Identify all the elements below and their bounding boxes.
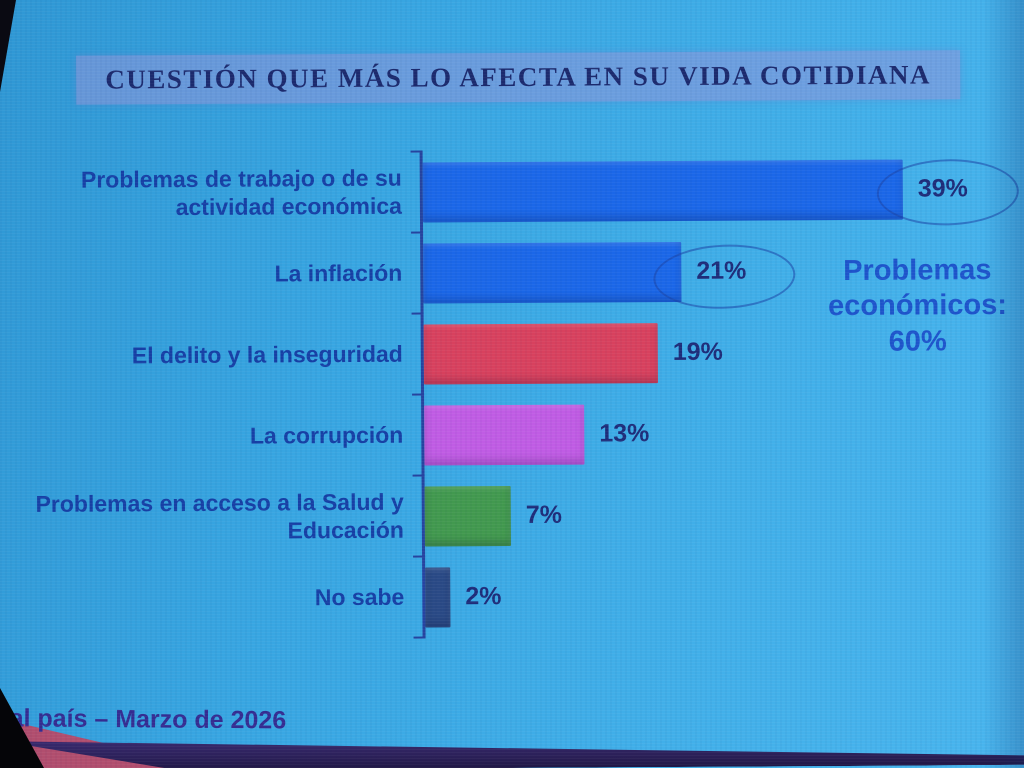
bar-chart: Problemas de trabajo o de su actividad e… <box>0 147 1024 640</box>
value-label: 19% <box>672 337 723 367</box>
bar <box>422 159 904 223</box>
economic-problems-annotation: Problemas económicos: 60% <box>817 253 1018 360</box>
bar-row: Problemas de trabajo o de su actividad e… <box>0 147 1024 235</box>
annotation-line-1: Problemas <box>843 254 992 287</box>
bar <box>425 566 451 628</box>
bar <box>423 241 682 304</box>
bar-area: 13% <box>421 390 1024 476</box>
category-label: La inflación <box>274 259 403 287</box>
category-label: Problemas en acceso a la Salud y Educaci… <box>35 489 404 543</box>
annotation-line-3: 60% <box>888 325 947 358</box>
bar-row: No sabe 2% <box>1 552 1024 640</box>
page-title: CUESTIÓN QUE MÁS LO AFECTA EN SU VIDA CO… <box>105 59 932 95</box>
bar-area: 2% <box>422 552 1024 638</box>
bar <box>423 322 658 385</box>
bar-row: La corrupción 13% <box>0 390 1024 478</box>
bar-area: 7% <box>421 471 1024 557</box>
annotation-line-2: económicos: <box>827 289 1008 323</box>
bar-row: Problemas en acceso a la Salud y Educaci… <box>1 471 1024 559</box>
value-label: 13% <box>599 419 650 448</box>
bar <box>424 404 585 466</box>
category-label: Problemas de trabajo o de su actividad e… <box>80 165 402 220</box>
value-label: 2% <box>465 582 502 611</box>
value-label: 7% <box>525 500 563 529</box>
bar <box>424 485 511 547</box>
category-label: No sabe <box>314 583 405 611</box>
bottom-purple-band <box>2 731 1024 768</box>
category-label: La corrupción <box>249 421 404 449</box>
footer-source-note: otal país – Marzo de 2026 <box>0 704 287 735</box>
title-banner: CUESTIÓN QUE MÁS LO AFECTA EN SU VIDA CO… <box>75 50 961 105</box>
bar-rows: Problemas de trabajo o de su actividad e… <box>0 147 1024 640</box>
category-label: El delito y la inseguridad <box>131 340 403 369</box>
